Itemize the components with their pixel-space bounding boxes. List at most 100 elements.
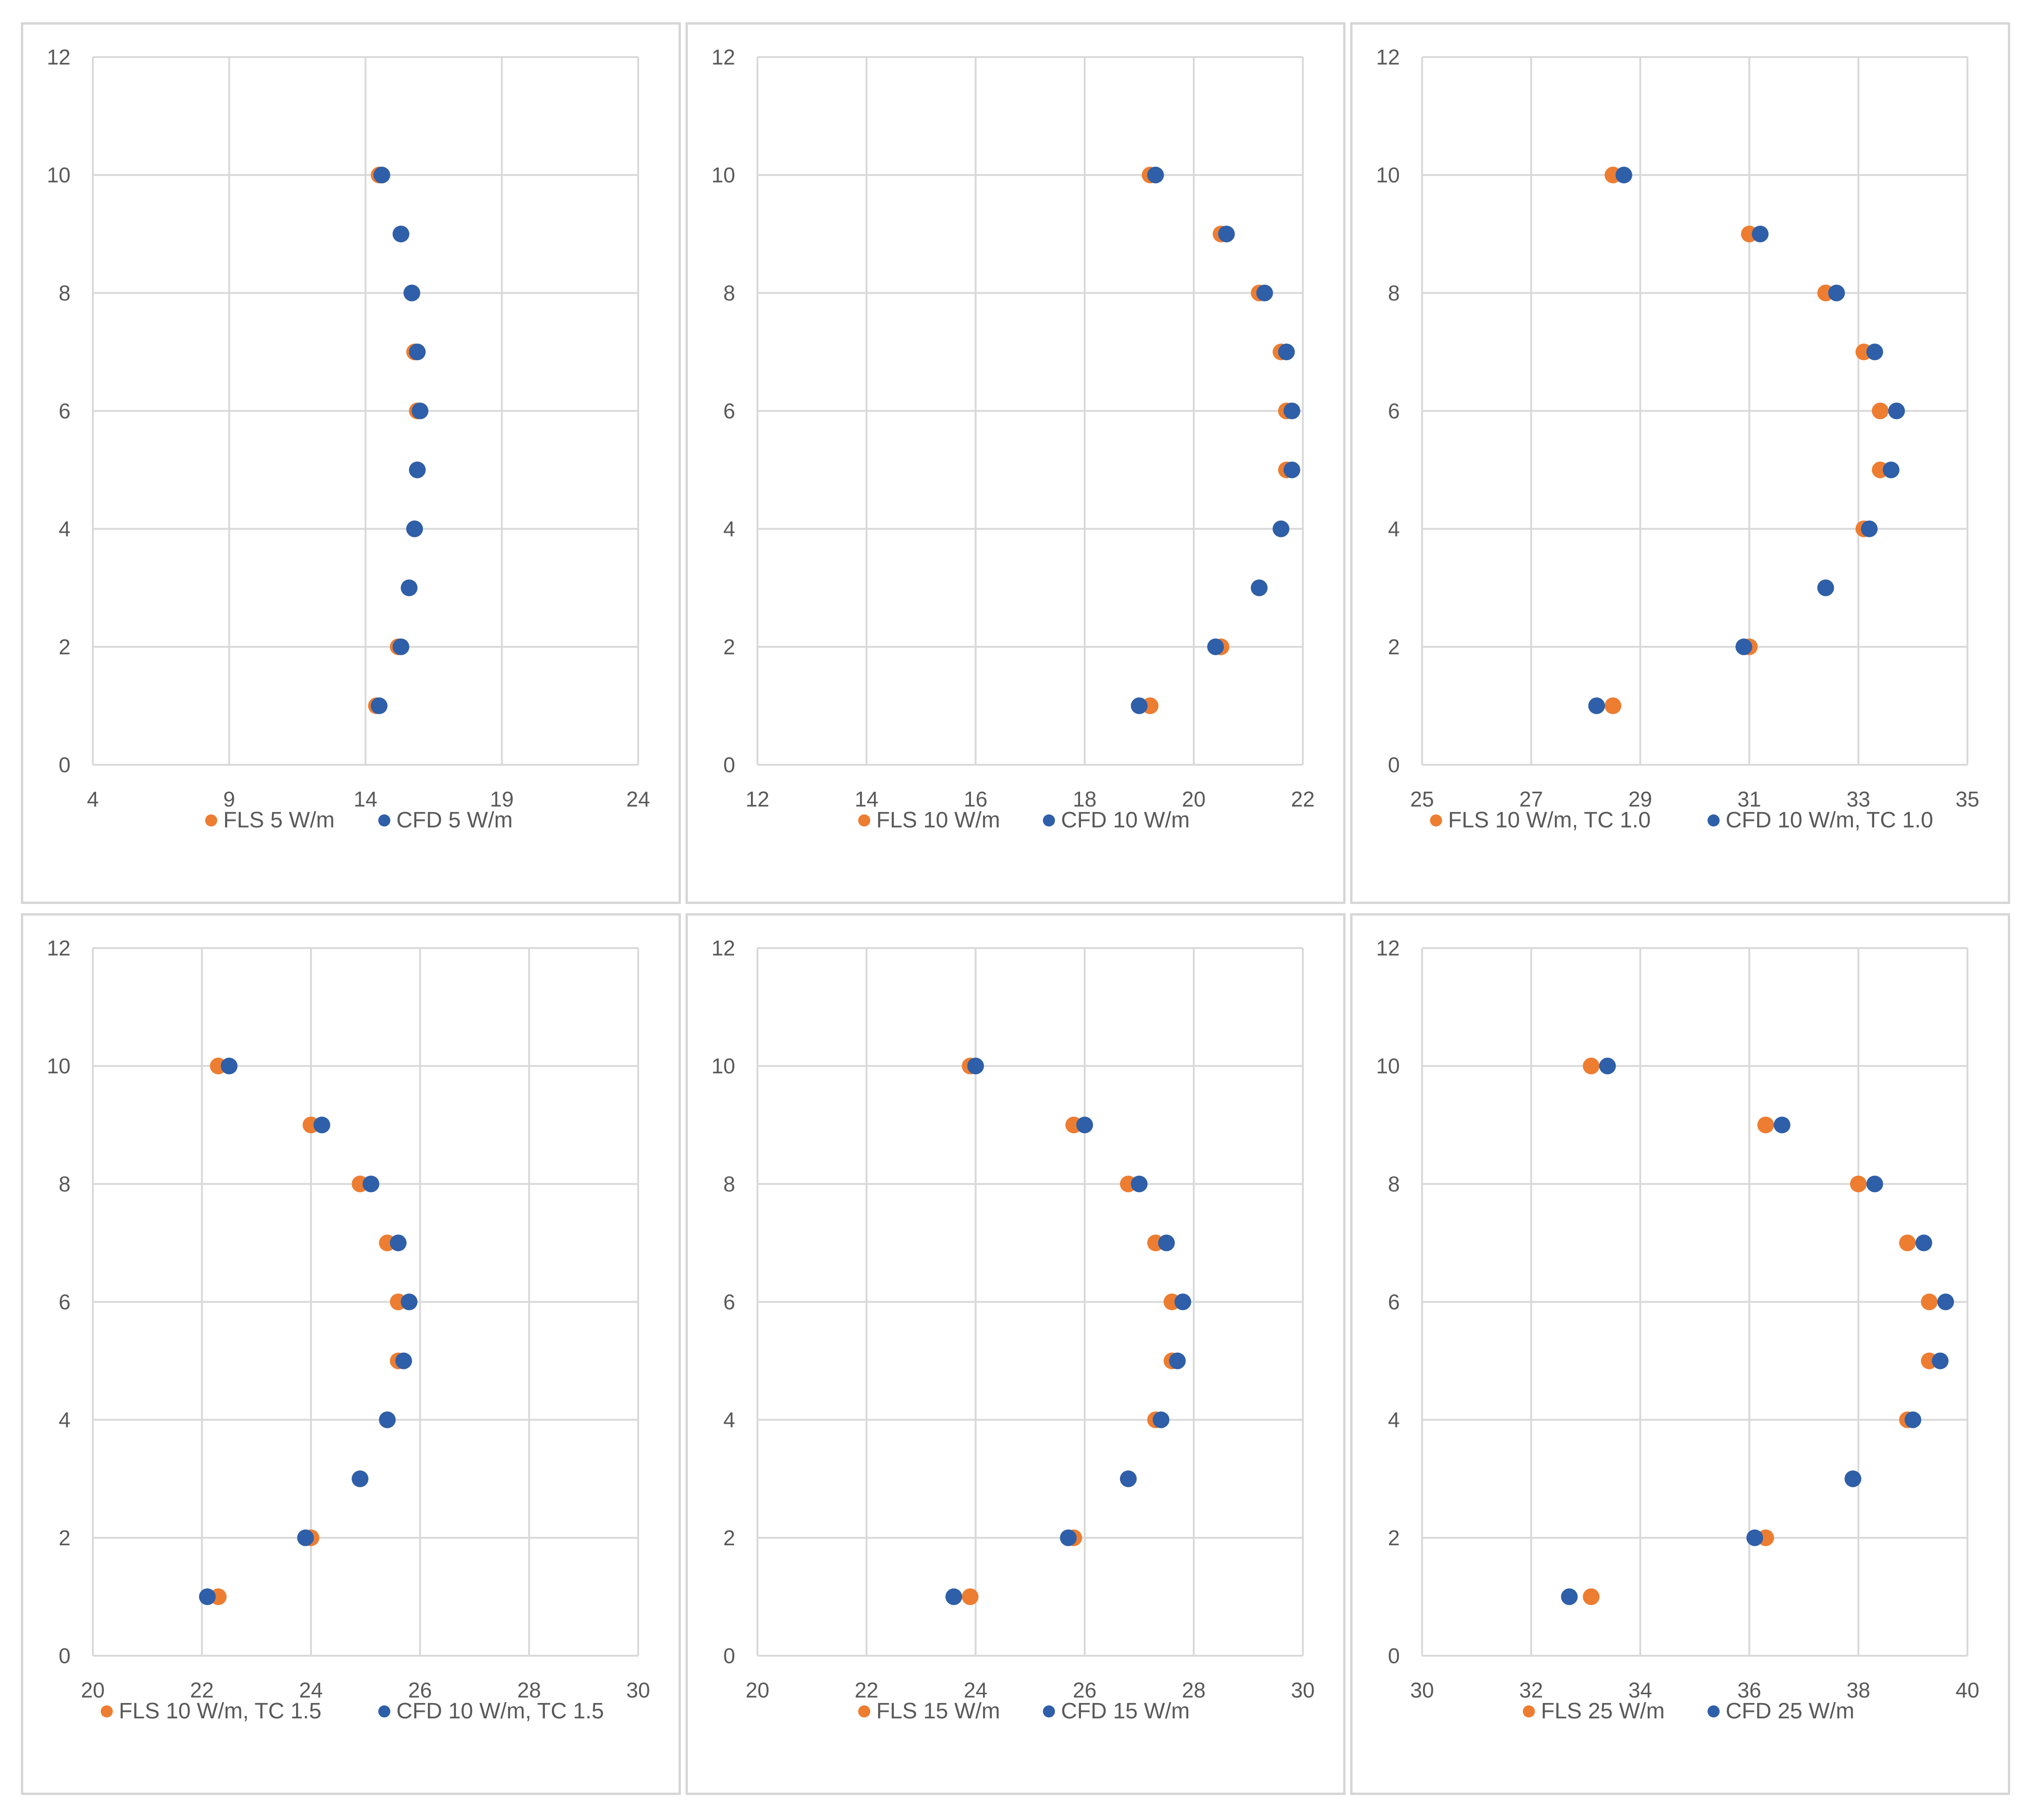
data-point-cfd-10-w-m [1218,226,1235,243]
y-tick-label: 4 [723,1408,735,1432]
x-tick-label: 30 [1410,1678,1434,1702]
x-tick-label: 14 [854,787,878,811]
data-point-cfd-10-w-m-tc-1-5 [199,1588,216,1605]
chart-panel-fls-10: 0 2 4 6 8 10 12 12 14 16 18 20 22 FLS 10 W/m CFD 10 W/… [686,22,1346,904]
data-point-cfd-25-w-m [1915,1234,1932,1252]
y-tick-label: 0 [58,1644,71,1668]
legend-label: FLS 10 W/m, TC 1.5 [119,1699,322,1723]
y-tick-label: 2 [1388,635,1400,659]
y-tick-label: 10 [47,163,71,187]
x-tick-label: 22 [854,1678,878,1702]
y-tick-label: 8 [58,1172,71,1196]
legend: FLS 10 W/m CFD 10 W/m [858,808,1190,833]
data-point-cfd-10-w-m-tc-1-0 [1861,520,1878,537]
data-point-cfd-10-w-m-tc-1-5 [395,1352,412,1369]
legend-marker [378,1705,390,1717]
data-point-cfd-10-w-m [1278,343,1295,361]
x-tick-label: 12 [745,787,769,811]
data-point-cfd-10-w-m-tc-1-0 [1888,402,1905,420]
y-tick-label: 10 [1376,1054,1400,1078]
x-tick-label: 33 [1846,787,1870,811]
data-point-cfd-10-w-m-tc-1-5 [390,1234,407,1252]
data-point-cfd-15-w-m [1131,1175,1148,1193]
data-point-fls-25-w-m [1583,1058,1600,1075]
data-point-fls-10-w-m-tc-1-0 [1605,697,1622,714]
data-point-cfd-5-w-m [412,402,428,420]
x-tick-label: 30 [1291,1678,1314,1702]
data-point-cfd-10-w-m-tc-1-0 [1828,284,1845,302]
y-tick-label: 10 [712,163,735,187]
legend: FLS 10 W/m, TC 1.5 CFD 10 W/m, TC 1.5 [101,1699,604,1723]
legend: FLS 5 W/m CFD 5 W/m [205,808,513,833]
data-point-cfd-15-w-m [967,1058,984,1075]
x-tick-label: 27 [1519,787,1543,811]
data-point-cfd-10-w-m-tc-1-0 [1883,461,1900,478]
legend-label: CFD 5 W/m [396,808,513,833]
data-point-cfd-5-w-m [406,520,423,537]
data-point-cfd-10-w-m-tc-1-5 [401,1293,418,1310]
legend-label: FLS 10 W/m, TC 1.0 [1448,808,1651,833]
x-tick-label: 26 [1073,1678,1096,1702]
legend-marker [858,814,870,826]
y-tick-label: 10 [1376,163,1400,187]
legend-marker [101,1705,113,1717]
legend-label: CFD 15 W/m [1061,1699,1190,1723]
data-point-cfd-15-w-m [945,1588,962,1605]
data-point-cfd-10-w-m [1283,402,1300,420]
legend-marker [1430,814,1442,826]
x-tick-label: 25 [1410,787,1434,811]
y-tick-label: 12 [712,45,735,69]
chart-panel-fls-10-tc-1-5: 0 2 4 6 8 10 12 20 22 24 26 28 30 FLS 10 W/m, TC 1.5 C… [21,913,681,1795]
legend-label: FLS 5 W/m [223,808,335,833]
y-tick-label: 6 [723,399,735,423]
data-point-cfd-10-w-m [1283,461,1300,478]
y-tick-label: 10 [712,1054,735,1078]
data-point-fls-10-w-m-tc-1-0 [1872,402,1889,420]
y-tick-label: 4 [1388,1408,1400,1432]
chart-svg-fls-10: 0 2 4 6 8 10 12 12 14 16 18 20 22 FLS 10 W/m CFD 10 W/… [712,45,1315,833]
data-point-fls-25-w-m [1583,1588,1600,1605]
x-tick-label: 38 [1846,1678,1870,1702]
y-tick-label: 8 [723,1172,735,1196]
data-point-cfd-15-w-m [1120,1470,1137,1487]
y-tick-label: 2 [723,1526,735,1550]
data-point-cfd-10-w-m-tc-1-0 [1866,343,1883,361]
x-tick-label: 28 [1182,1678,1205,1702]
data-point-cfd-15-w-m [1158,1234,1175,1252]
data-point-cfd-25-w-m [1773,1117,1791,1134]
y-tick-label: 6 [58,1290,71,1314]
series-fls-5-w-m [368,167,426,714]
series-fls-25-w-m [1583,1058,1938,1605]
data-point-cfd-10-w-m [1147,167,1164,184]
x-tick-label: 35 [1955,787,1979,811]
data-point-cfd-5-w-m [392,226,409,243]
x-tick-label: 24 [626,787,650,811]
data-point-cfd-25-w-m [1746,1529,1763,1546]
data-point-cfd-5-w-m [401,579,418,596]
legend-marker [1708,814,1720,826]
x-tick-label: 4 [87,787,99,811]
x-tick-label: 32 [1519,1678,1543,1702]
data-point-fls-25-w-m [1850,1175,1867,1193]
data-point-fls-25-w-m [1757,1117,1774,1134]
data-point-cfd-15-w-m [1060,1529,1077,1546]
y-tick-label: 8 [723,281,735,305]
data-point-cfd-5-w-m [392,638,409,655]
series-fls-10-w-m-tc-1-0 [1605,167,1889,714]
data-point-cfd-15-w-m [1174,1293,1191,1310]
x-tick-label: 20 [81,1678,104,1702]
x-tick-label: 22 [1291,787,1314,811]
series-cfd-10-w-m-tc-1-0 [1588,167,1905,714]
y-tick-label: 8 [1388,1172,1400,1196]
legend-marker [858,1705,870,1717]
x-tick-label: 36 [1737,1678,1761,1702]
data-point-fls-15-w-m [962,1588,979,1605]
x-tick-label: 22 [190,1678,214,1702]
legend-label: FLS 25 W/m [1541,1699,1665,1723]
legend-marker [378,814,390,826]
y-tick-label: 10 [47,1054,71,1078]
legend: FLS 15 W/m CFD 15 W/m [858,1699,1190,1723]
legend: FLS 10 W/m, TC 1.0 CFD 10 W/m, TC 1.0 [1430,808,1933,833]
y-tick-label: 0 [723,753,735,777]
data-point-cfd-10-w-m-tc-1-5 [313,1117,330,1134]
